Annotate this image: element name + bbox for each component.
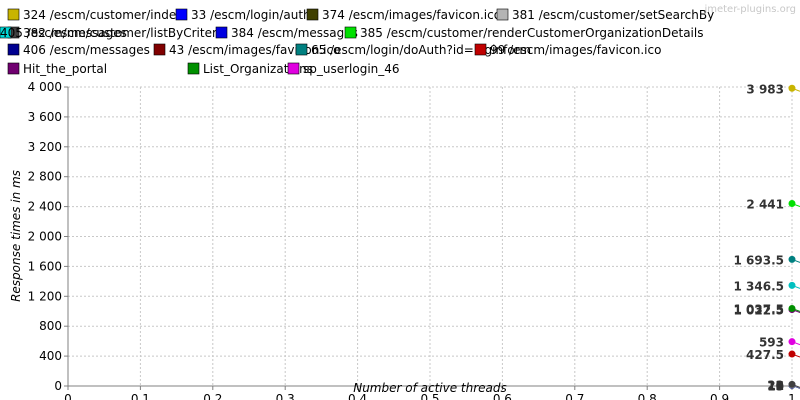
y-tick-label: 800 <box>39 319 62 333</box>
legend-label: 382 /escm/customer/listByCriteria <box>23 26 228 40</box>
series-point <box>788 350 796 358</box>
data-label: 1 346.5 <box>734 279 784 293</box>
legend-swatch <box>7 62 20 75</box>
series-point <box>788 338 796 346</box>
y-tick-label: 2 400 <box>28 200 62 214</box>
legend-swatch <box>175 8 188 21</box>
legend-swatch <box>344 26 357 39</box>
x-tick-label: 0.1 <box>131 392 150 400</box>
legend-swatch <box>306 8 319 21</box>
legend-swatch <box>187 62 200 75</box>
data-label: 11 <box>767 379 784 393</box>
data-label: 15 <box>767 379 784 393</box>
data-label: 427.5 <box>746 348 784 362</box>
legend-label: 374 /escm/images/favicon.ico <box>322 8 501 22</box>
y-tick-label: 1 200 <box>28 289 62 303</box>
y-tick-label: 4 000 <box>28 80 62 94</box>
legend-label: 406 /escm/messages <box>23 43 150 57</box>
x-tick-label: 0.8 <box>638 392 657 400</box>
legend-label: Hit_the_portal <box>23 62 107 76</box>
legend-swatch <box>474 43 487 56</box>
x-tick-label: 0.7 <box>565 392 584 400</box>
legend-label: List_Organizations <box>203 62 313 76</box>
series-point <box>788 200 796 208</box>
legend-label: sp_userlogin_46 <box>303 62 400 76</box>
legend-swatch <box>287 62 300 75</box>
legend-label: 384 /escm/messages <box>231 26 358 40</box>
legend-label: 324 /escm/customer/index <box>23 8 183 22</box>
legend-swatch <box>496 8 509 21</box>
x-tick-label: 0.3 <box>276 392 295 400</box>
series-point <box>788 281 796 289</box>
series-point <box>788 380 796 388</box>
data-label: 1 022.5 <box>734 304 784 318</box>
legend-swatch <box>215 26 228 39</box>
data-label: 12 <box>767 379 784 393</box>
data-label: 16 <box>767 379 784 393</box>
data-label: 593 <box>759 336 784 350</box>
x-tick-label: 0.6 <box>493 392 512 400</box>
data-label: 13 <box>767 379 784 393</box>
legend-swatch <box>0 26 12 39</box>
data-label: 10 <box>767 379 784 393</box>
x-tick-label: 0.4 <box>348 392 367 400</box>
data-label: 9 <box>776 379 784 393</box>
y-tick-label: 3 600 <box>28 110 62 124</box>
legend-label: 385 /escm/customer/renderCustomerOrganiz… <box>360 26 703 40</box>
y-tick-label: 3 200 <box>28 140 62 154</box>
x-axis-label: Number of active threads <box>353 381 507 395</box>
legend-label: 381 /escm/customer/setSearchBy <box>512 8 714 22</box>
legend-swatch <box>7 8 20 21</box>
y-tick-label: 1 600 <box>28 259 62 273</box>
y-axis-label: Response times in ms <box>9 170 23 302</box>
legend-label: 33 /escm/login/auth <box>191 8 311 22</box>
y-tick-label: 2 800 <box>28 170 62 184</box>
y-tick-label: 400 <box>39 349 62 363</box>
series-point <box>788 304 796 312</box>
legend-swatch <box>295 43 308 56</box>
series-point <box>788 84 796 92</box>
legend-swatch <box>7 43 20 56</box>
data-label: 22 <box>767 378 784 392</box>
watermark: jmeter-plugins.org <box>703 4 796 15</box>
data-label: 2 441 <box>746 198 784 212</box>
x-tick-label: 0.5 <box>420 392 439 400</box>
series-point <box>788 255 796 263</box>
x-tick-label: 0 <box>64 392 72 400</box>
legend-label: 99 /escm/images/favicon.ico <box>490 43 661 57</box>
x-tick-label: 1 <box>788 392 796 400</box>
data-label: 3 983 <box>746 82 784 96</box>
data-label: 1 037.5 <box>734 302 784 316</box>
y-tick-label: 0 <box>54 379 62 393</box>
x-tick-label: 0.2 <box>203 392 222 400</box>
legend: 324 /escm/customer/index 33 /escm/login/a… <box>0 8 714 76</box>
legend-swatch <box>153 43 166 56</box>
axes: 0 400 800 1 200 1 600 2 000 2 400 2 800 3 200 3 6… <box>28 80 796 400</box>
y-tick-label: 2 000 <box>28 230 62 244</box>
x-tick-label: 0.9 <box>710 392 729 400</box>
legend-label: 405 /escm/messages <box>0 26 127 40</box>
data-label: 1 693.5 <box>734 253 784 267</box>
grid <box>68 86 793 386</box>
